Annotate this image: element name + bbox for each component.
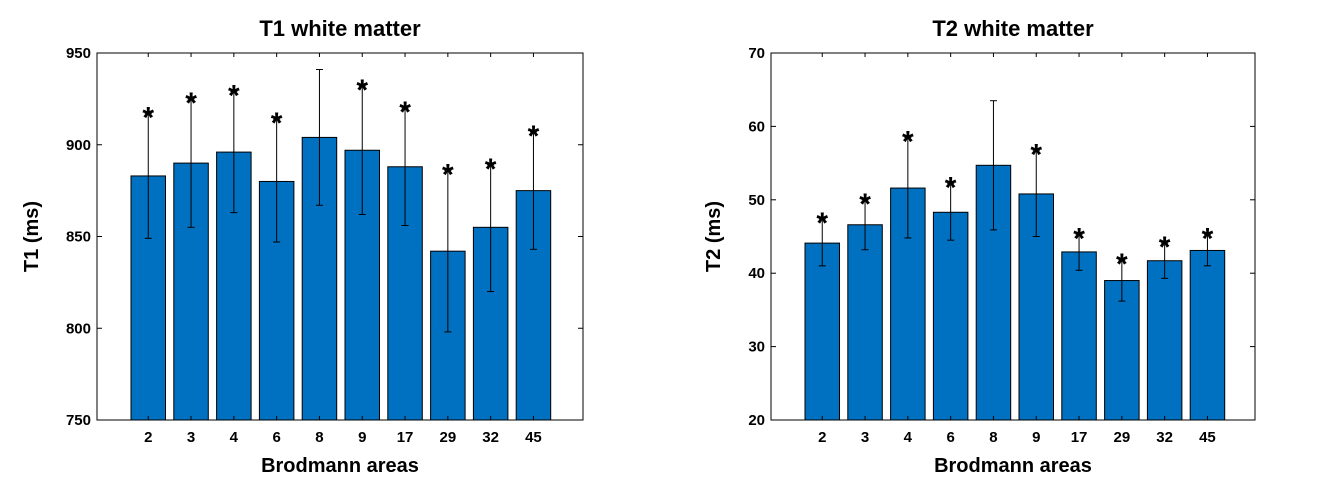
bar-8 [301, 136, 338, 421]
x-tick-label: 6 [272, 429, 280, 446]
y-tick-label: 30 [748, 339, 765, 356]
bar-45 [1189, 249, 1226, 421]
x-tick-label: 29 [440, 429, 457, 446]
x-tick-label: 9 [1032, 429, 1040, 446]
significance-marker: * [1202, 222, 1214, 255]
significance-marker: * [528, 120, 540, 153]
x-tick-label: 8 [315, 429, 323, 446]
x-tick-label: 3 [187, 429, 195, 446]
significance-marker: * [902, 125, 914, 158]
significance-marker: * [1159, 231, 1171, 264]
x-axis-label: Brodmann areas [934, 455, 1092, 477]
x-tick-label: 4 [230, 429, 239, 446]
y-tick-label: 60 [748, 118, 765, 135]
x-tick-label: 17 [1071, 429, 1088, 446]
bar-6 [932, 211, 969, 421]
x-tick-label: 45 [525, 429, 542, 446]
x-tick-label: 4 [904, 429, 913, 446]
significance-marker: * [442, 158, 454, 191]
x-tick-label: 32 [482, 429, 499, 446]
significance-marker: * [142, 102, 154, 135]
significance-marker: * [185, 87, 197, 120]
x-tick-label: 8 [989, 429, 997, 446]
bar-17 [1061, 251, 1097, 421]
y-tick-label: 20 [748, 412, 765, 429]
significance-marker: * [356, 74, 368, 107]
t1-chart: T1 white matter * 2 * 3 * 4 * 6 8 * 9 * 17 * 29 * 32 * 45 75… [21, 16, 584, 477]
bar-2 [804, 242, 840, 421]
y-tick-label: 750 [66, 412, 91, 429]
x-tick-label: 17 [397, 429, 414, 446]
x-tick-label: 3 [861, 429, 869, 446]
significance-marker: * [271, 107, 283, 140]
significance-marker: * [945, 172, 957, 205]
axes-box [770, 52, 1256, 421]
chart-title: T1 white matter [259, 16, 421, 41]
y-tick-label: 70 [748, 45, 765, 62]
x-axis-label: Brodmann areas [261, 455, 419, 477]
y-tick-label: 850 [66, 229, 91, 246]
t2-chart: T2 white matter * 2 * 3 * 4 * 6 8 * 9 * 17 * 29 * 32 * 45 20… [703, 16, 1256, 477]
chart-title: T2 white matter [932, 16, 1094, 41]
x-tick-label: 2 [818, 429, 826, 446]
x-tick-label: 32 [1156, 429, 1173, 446]
x-tick-label: 6 [946, 429, 954, 446]
x-tick-label: 45 [1199, 429, 1216, 446]
significance-marker: * [859, 188, 871, 221]
significance-marker: * [485, 153, 497, 186]
bar-29 [1104, 280, 1140, 421]
y-tick-label: 50 [748, 192, 765, 209]
y-axis-label: T2 (ms) [703, 201, 725, 272]
axes-box [96, 52, 584, 421]
y-axis-label: T1 (ms) [21, 201, 43, 272]
y-tick-label: 40 [748, 265, 765, 282]
significance-marker: * [816, 207, 828, 240]
significance-marker: * [1030, 139, 1042, 172]
y-tick-label: 950 [66, 45, 91, 62]
x-tick-label: 2 [144, 429, 152, 446]
significance-marker: * [228, 80, 240, 113]
significance-marker: * [399, 96, 411, 129]
significance-marker: * [1073, 222, 1085, 255]
y-tick-label: 900 [66, 137, 91, 154]
bar-3 [847, 224, 883, 421]
bar-32 [1146, 260, 1183, 421]
y-tick-label: 800 [66, 320, 91, 337]
x-tick-label: 9 [358, 429, 366, 446]
x-tick-label: 29 [1114, 429, 1131, 446]
significance-marker: * [1116, 248, 1128, 281]
